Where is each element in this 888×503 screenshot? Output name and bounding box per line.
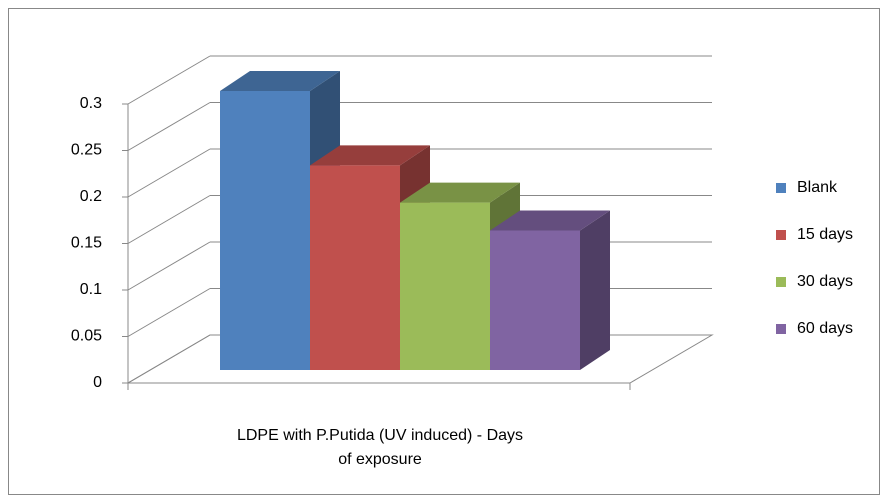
grid-line — [127, 102, 211, 151]
bar-top — [490, 210, 610, 231]
grid-line — [127, 288, 211, 337]
bar-top — [220, 71, 340, 91]
y-tick-label: 0.2 — [80, 188, 102, 205]
y-tick-label: 0.05 — [71, 328, 102, 345]
bar-top — [310, 145, 430, 166]
x-tick-label: LDPE with P.Putida (UV induced) - Days o… — [236, 427, 524, 468]
legend-swatch — [776, 324, 786, 334]
grid-line — [127, 195, 211, 244]
bar-top — [400, 182, 520, 203]
grid-line — [127, 241, 211, 291]
legend-label: 60 days — [797, 320, 853, 337]
bar — [490, 230, 580, 370]
y-tick-label: 0.1 — [80, 281, 102, 298]
bar — [400, 202, 490, 370]
legend-swatch — [776, 230, 786, 240]
grid-line — [127, 55, 211, 105]
y-tick-label: 0.25 — [71, 142, 102, 159]
bar — [220, 91, 310, 370]
y-tick-label: 0 — [93, 374, 102, 391]
legend-swatch — [776, 183, 786, 193]
y-tick-label: 0.15 — [71, 235, 102, 252]
legend-swatch — [776, 277, 786, 287]
legend-label: 15 days — [797, 226, 853, 243]
grid-line — [127, 334, 211, 384]
bar — [310, 165, 400, 370]
legend-label: 30 days — [797, 273, 853, 290]
bar-side — [580, 210, 610, 370]
legend-label: Blank — [797, 179, 838, 196]
y-tick-label: 0.3 — [80, 95, 102, 112]
grid-line — [127, 148, 211, 198]
